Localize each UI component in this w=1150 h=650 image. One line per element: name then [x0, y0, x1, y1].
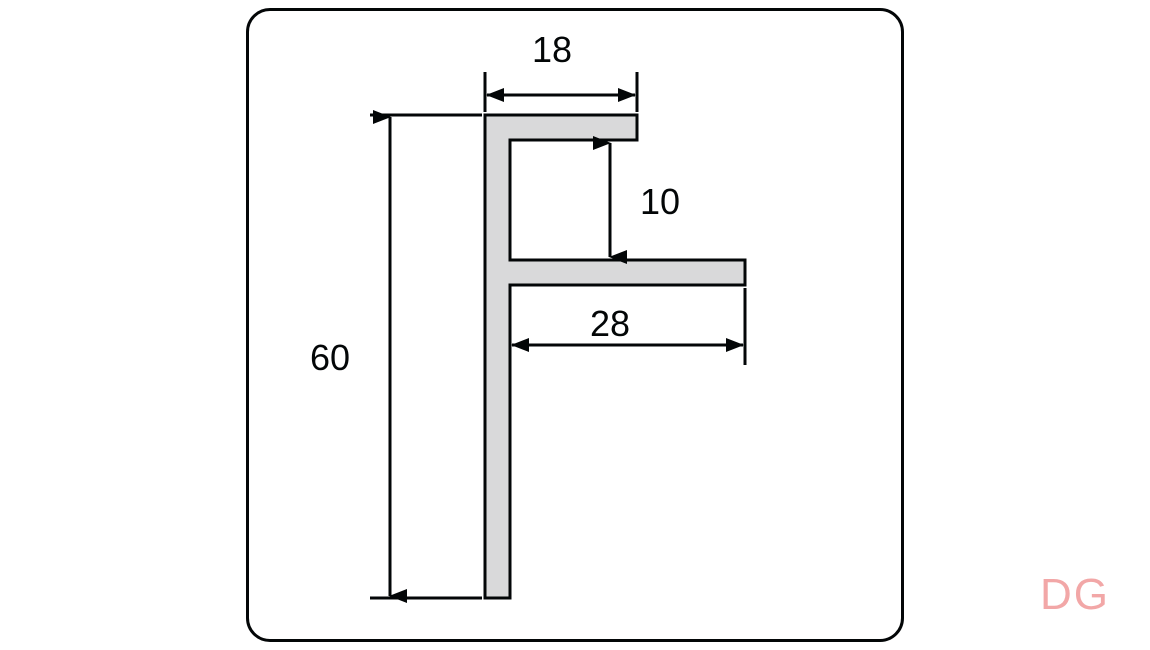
dim-left: 60 — [310, 115, 482, 598]
dim-mid-label: 28 — [590, 303, 630, 344]
dim-mid-flange: 28 — [510, 288, 745, 365]
dim-top: 18 — [485, 29, 637, 112]
diagram-svg: 18 60 10 28 — [0, 0, 1150, 650]
profile-shape — [485, 115, 745, 598]
dim-inner-gap: 10 — [610, 143, 680, 257]
watermark: DG — [1040, 570, 1110, 620]
dim-inner-label: 10 — [640, 181, 680, 222]
dim-top-label: 18 — [532, 29, 572, 70]
diagram-container: 18 60 10 28 DG — [0, 0, 1150, 650]
dim-left-label: 60 — [310, 337, 350, 378]
